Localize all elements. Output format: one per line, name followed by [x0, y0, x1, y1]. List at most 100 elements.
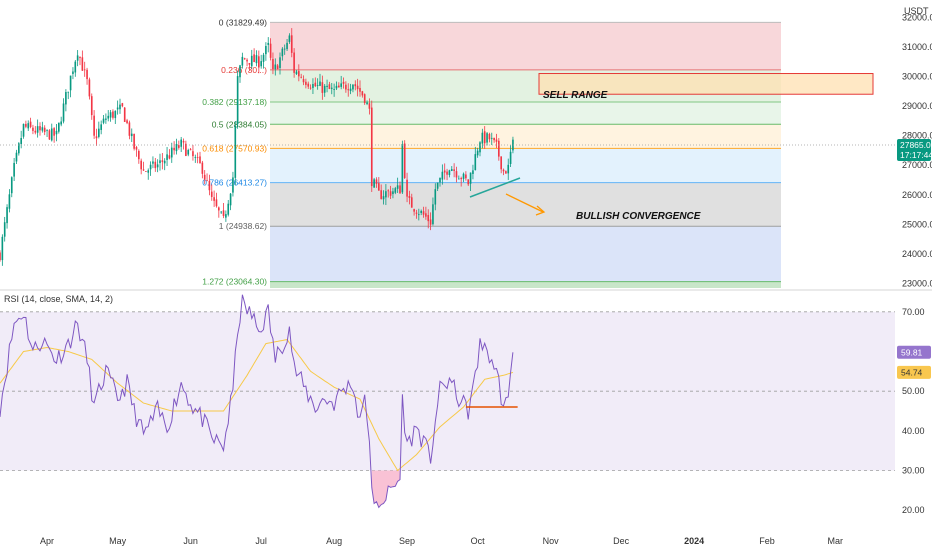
candle-body — [189, 149, 192, 151]
candle-body — [260, 61, 262, 67]
fib-retracement-zones — [270, 22, 781, 288]
candle-body — [34, 130, 37, 133]
price-tick-label: 31000.00 — [902, 42, 932, 52]
fib-zone — [270, 281, 781, 288]
candle-body — [194, 157, 197, 158]
candle-body — [425, 213, 427, 217]
candle-body — [488, 133, 491, 140]
candle-body — [22, 123, 25, 137]
currency-label: USDT — [904, 6, 929, 16]
candle-body — [373, 179, 375, 188]
candle-body — [295, 71, 298, 75]
time-axis[interactable]: Apr May Jun Jul Aug Sep Oct Nov Dec 2024 Feb Mar — [40, 536, 843, 546]
annotations: SELL RANGE BULLISH CONVERGENCE — [469, 73, 874, 222]
candle-body — [293, 52, 295, 73]
candle-body — [333, 89, 335, 90]
candle-body — [378, 183, 380, 191]
candle-body — [354, 84, 357, 87]
candle-body — [225, 214, 227, 218]
rsi-value-badge: 59.81 — [897, 345, 931, 359]
fib-retracement-lines — [270, 21, 781, 283]
candle-body — [481, 132, 484, 144]
candle-body — [114, 110, 117, 119]
candle-body — [215, 199, 218, 207]
candle-body — [413, 209, 415, 212]
rsi-tick-label: 50.00 — [902, 386, 925, 396]
price-tick-label: 28000.00 — [902, 131, 932, 141]
candle-body — [500, 156, 502, 170]
candle-body — [168, 155, 171, 159]
candle-body — [335, 85, 338, 89]
candle-body — [342, 81, 345, 84]
candle-body — [267, 42, 270, 45]
candle-body — [105, 118, 107, 120]
fib-label: 0 (31829.49) — [219, 17, 267, 27]
candle-body — [107, 115, 110, 119]
candle-body — [450, 169, 453, 171]
candle-body — [199, 156, 201, 164]
candle-body — [363, 94, 366, 104]
candle-body — [222, 210, 225, 216]
candle-body — [250, 55, 253, 67]
candle-body — [10, 177, 13, 194]
candle-body — [349, 88, 352, 91]
rsi-pane[interactable]: RSI (14, close, SMA, 14, 2) — [0, 294, 895, 509]
candle-body — [319, 81, 321, 86]
candle-body — [229, 193, 232, 206]
candle-body — [392, 191, 394, 195]
candle-body — [130, 133, 133, 137]
candle-body — [206, 180, 208, 182]
time-tick-label: May — [109, 536, 127, 546]
candle-body — [83, 69, 86, 71]
candle-body — [15, 152, 18, 162]
candle-body — [258, 56, 260, 68]
candle-body — [272, 59, 274, 69]
candle-body — [243, 58, 246, 60]
candle-body — [455, 171, 458, 178]
candle-body — [27, 123, 30, 129]
candle-body — [347, 89, 350, 91]
price-tick-label: 26000.00 — [902, 190, 932, 200]
candle-body — [483, 131, 486, 144]
candle-body — [81, 57, 84, 71]
candle-body — [486, 133, 488, 143]
sell-range-box[interactable] — [538, 73, 874, 95]
candle-body — [192, 151, 194, 157]
candle-body — [147, 170, 150, 173]
price-tick-label: 25000.00 — [902, 219, 932, 229]
candle-body — [262, 54, 265, 62]
time-tick-label: Dec — [613, 536, 630, 546]
price-pane[interactable]: 0 (31829.49) 0.236 (30...) 0.382 (29137.18… — [0, 17, 895, 288]
candle-body — [196, 157, 199, 158]
candle-body — [328, 84, 331, 89]
candle-body — [472, 170, 474, 174]
candle-body — [469, 172, 472, 184]
candle-body — [286, 42, 288, 50]
candle-body — [382, 196, 385, 200]
candle-body — [163, 160, 166, 164]
candle-body — [389, 191, 392, 196]
candle-body — [203, 174, 206, 180]
candle-body — [145, 171, 147, 172]
candle-body — [255, 55, 258, 64]
candle-body — [323, 85, 326, 93]
candle-body — [210, 191, 213, 197]
candle-body — [330, 87, 333, 89]
candle-body — [460, 178, 462, 180]
candle-body — [166, 154, 168, 160]
last-price-value: 27865.01 — [900, 140, 932, 150]
candle-body — [32, 127, 34, 131]
candle-body — [86, 69, 88, 80]
fib-label: 1.272 (23064.30) — [202, 277, 267, 287]
candle-body — [208, 180, 211, 191]
candle-body — [239, 65, 241, 78]
price-axis[interactable]: USDT 32000.00 31000.00 30000.00 29000.00 280… — [897, 6, 932, 289]
candle-body — [498, 140, 500, 157]
candle-body — [253, 54, 255, 63]
price-tick-label: 24000.00 — [902, 249, 932, 259]
candle-body — [50, 128, 53, 141]
bullish-trendline[interactable] — [469, 177, 521, 198]
candle-body — [232, 177, 234, 193]
